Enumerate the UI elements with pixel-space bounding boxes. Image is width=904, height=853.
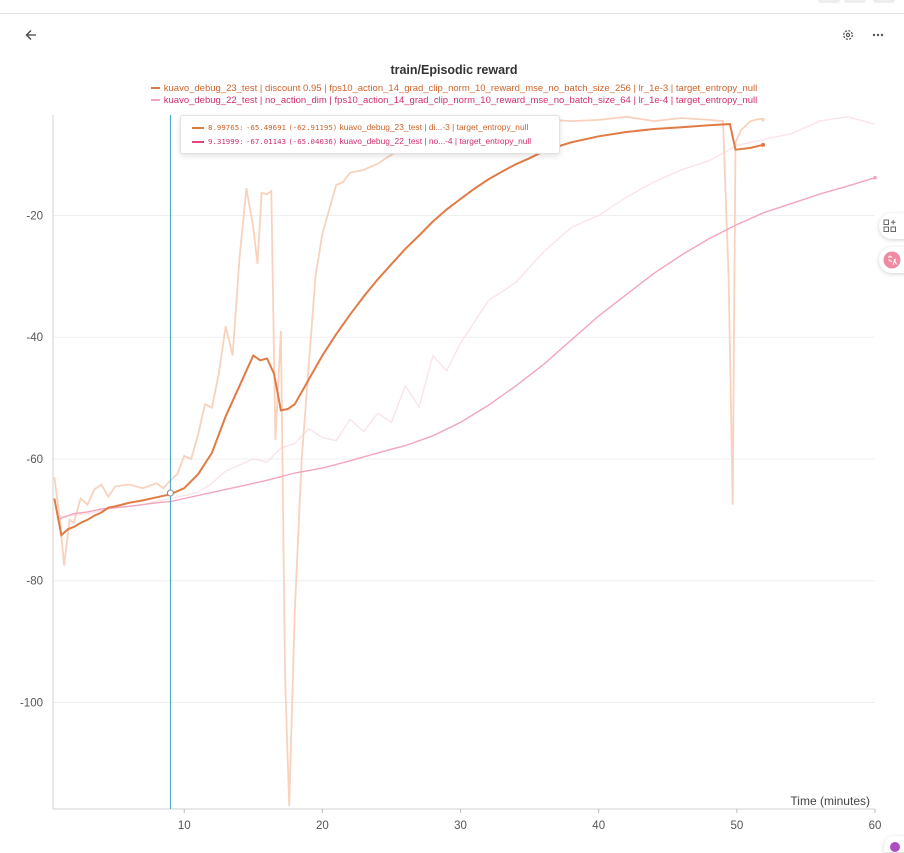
more-button[interactable] <box>868 25 888 45</box>
hover-tooltip: 8.99765: -65.49691 (-62.91195) kuavo_deb… <box>180 115 560 154</box>
tooltip-value: -67.01143 <box>245 137 286 146</box>
x-tick-label: 60 <box>869 820 882 832</box>
legend-label: kuavo_debug_22_test | no_action_dim | fp… <box>163 95 758 106</box>
y-tick-label: -60 <box>26 454 43 466</box>
side-panel-button[interactable] <box>879 213 904 239</box>
top-bar <box>0 0 904 14</box>
tooltip-row: 8.99765: -65.49691 (-62.91195) kuavo_deb… <box>192 121 528 133</box>
tooltip-row: 9.31999: -67.01143 (-65.04036) kuavo_deb… <box>192 135 531 147</box>
tooltip-smoothed: (-62.91195) <box>288 123 338 132</box>
y-tick-label: -40 <box>26 332 43 344</box>
tooltip-step: 8.99765: <box>208 123 244 132</box>
hover-point-marker <box>166 489 174 497</box>
gear-icon <box>843 30 853 40</box>
back-button[interactable] <box>21 25 41 45</box>
x-axis-label: Time (minutes) <box>790 794 870 808</box>
y-tick-label: -80 <box>26 576 43 588</box>
legend-item[interactable]: kuavo_debug_22_test | no_action_dim | fp… <box>0 95 904 106</box>
tooltip-run-label: kuavo_debug_22_test | no...-4 | target_e… <box>339 136 532 146</box>
series-end-marker <box>873 175 877 180</box>
x-tick-label: 40 <box>592 820 605 832</box>
series-smoothed-line[interactable] <box>59 177 876 520</box>
x-tick-label: 30 <box>454 820 467 832</box>
x-tick-label: 50 <box>730 820 743 832</box>
x-tick-label: 20 <box>316 820 329 832</box>
series-end-marker <box>761 117 765 122</box>
settings-button[interactable] <box>838 25 858 45</box>
grid-add-icon <box>883 219 896 232</box>
translate-icon <box>883 251 901 269</box>
top-bar-button[interactable] <box>818 0 840 3</box>
legend-swatch <box>150 87 160 90</box>
assistant-button[interactable] <box>884 836 904 852</box>
series-raw-line[interactable] <box>53 115 764 807</box>
series-end-marker <box>761 142 766 147</box>
arrow-left-icon <box>25 30 36 40</box>
series-raw-line[interactable] <box>59 116 876 518</box>
top-bar-button[interactable] <box>873 0 895 3</box>
side-panel-button[interactable] <box>879 247 904 273</box>
legend-swatch <box>150 99 160 102</box>
chart-title: train/Episodic reward <box>390 63 518 77</box>
tooltip-step: 9.31999: <box>208 137 244 146</box>
x-tick-label: 10 <box>178 820 191 832</box>
tooltip-value: -65.49691 <box>245 123 286 132</box>
legend-label: kuavo_debug_23_test | discount 0.95 | fp… <box>163 83 758 94</box>
tooltip-run-label: kuavo_debug_23_test | di...-3 | target_e… <box>339 122 529 132</box>
tooltip-swatch <box>192 126 204 129</box>
legend-item[interactable]: kuavo_debug_23_test | discount 0.95 | fp… <box>0 83 904 94</box>
tooltip-swatch <box>192 140 204 143</box>
y-tick-label: -100 <box>20 697 43 709</box>
y-tick-label: -20 <box>26 210 43 222</box>
tooltip-smoothed: (-65.04036) <box>288 137 338 146</box>
ellipsis-icon <box>872 33 884 37</box>
brain-icon <box>890 842 900 852</box>
top-bar-button[interactable] <box>844 0 866 3</box>
series-smoothed-line[interactable] <box>53 123 764 538</box>
